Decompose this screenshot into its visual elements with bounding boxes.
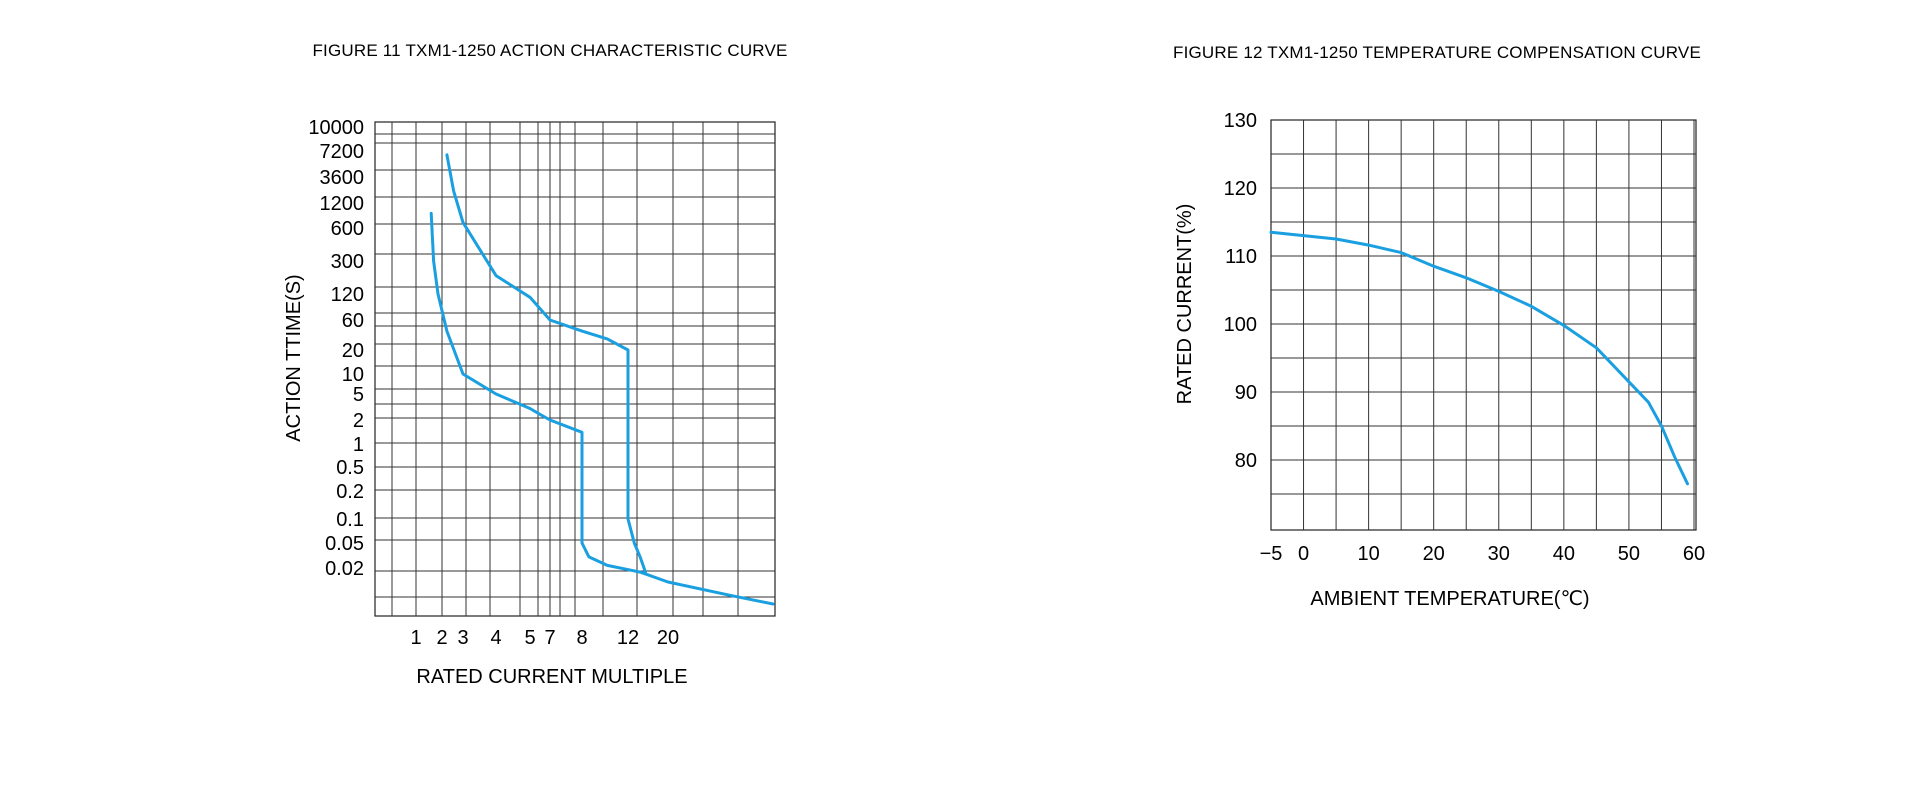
chart1-y-tick-label: 600 [331,218,364,240]
chart1-y-tick-label: 60 [342,310,364,332]
chart2-x-tick-label: −5 [1260,543,1283,565]
chart2-x-axis-label: AMBIENT TEMPERATURE(℃) [1310,588,1589,610]
chart1-x-tick-label: 2 [436,627,447,649]
chart2-x-tick-label: 40 [1553,543,1575,565]
chart2-series [1269,230,1689,486]
chart2-y-tick-label: 130 [1224,110,1257,132]
chart2-y-ticks: 130 120 110 100 90 80 [1224,110,1257,472]
chart1-y-tick-label: 5 [353,384,364,406]
chart1-x-tick-label: 8 [576,627,587,649]
chart2-grid [1270,119,1697,531]
chart2-plot-frame [1270,119,1697,531]
chart2-y-tick-label: 100 [1224,314,1257,336]
chart2-series-line-1 [1269,230,1689,486]
chart1-series-line-1 [429,211,775,606]
chart1-y-tick-label: 300 [331,251,364,273]
temperature-compensation-chart: FIGURE 12 TXM1-1250 TEMPERATURE COMPENSA… [1173,43,1705,610]
chart1-x-tick-label: 7 [544,627,555,649]
chart1-x-tick-label: 12 [617,627,639,649]
action-characteristic-chart: FIGURE 11 TXM1-1250 ACTION CHARACTERISTI… [283,41,787,688]
chart1-title: FIGURE 11 TXM1-1250 ACTION CHARACTERISTI… [312,41,787,60]
chart1-y-ticks: 100007200360012006003001206020105210.50.… [308,117,364,580]
chart1-y-tick-label: 0.5 [336,457,364,479]
chart1-x-tick-label: 20 [657,627,679,649]
chart2-y-tick-label: 110 [1225,246,1257,268]
chart1-x-tick-label: 4 [490,627,501,649]
chart1-series [429,153,775,606]
chart1-y-tick-label: 1200 [320,193,365,215]
chart1-x-tick-label: 3 [457,627,468,649]
chart2-x-ticks: −5 0 10 20 30 40 50 60 [1260,543,1706,565]
chart1-y-tick-label: 120 [331,284,364,306]
chart1-y-tick-label: 10 [342,364,364,386]
chart2-x-tick-label: 30 [1488,543,1510,565]
chart1-x-ticks: 1 2 3 4 5 7 8 12 20 [410,627,679,649]
chart1-x-tick-label: 5 [524,627,535,649]
chart1-series-line-2 [445,153,647,574]
chart2-y-tick-label: 80 [1235,450,1257,472]
chart1-grid [374,121,776,617]
chart1-y-tick-label: 0.1 [336,509,364,531]
chart2-x-tick-label: 50 [1618,543,1640,565]
chart1-x-axis-label: RATED CURRENT MULTIPLE [416,666,687,688]
chart2-title: FIGURE 12 TXM1-1250 TEMPERATURE COMPENSA… [1173,43,1701,62]
chart1-y-tick-label: 20 [342,340,364,362]
chart2-y-tick-label: 120 [1224,178,1257,200]
chart1-y-tick-label: 10000 [308,117,364,139]
chart1-y-tick-label: 0.2 [336,481,364,503]
chart2-x-tick-label: 10 [1357,543,1379,565]
chart2-x-tick-label: 0 [1298,543,1309,565]
chart1-y-tick-label: 7200 [320,141,365,163]
chart2-x-tick-label: 20 [1423,543,1445,565]
chart1-y-tick-label: 2 [353,410,364,432]
chart1-y-tick-label: 1 [353,434,364,456]
chart1-x-tick-label: 1 [410,627,421,649]
chart1-y-axis-label: ACTION TTIME(S) [283,274,305,441]
chart2-x-tick-label: 60 [1683,543,1705,565]
chart1-y-tick-label: 0.05 [325,533,364,555]
chart1-y-tick-label: 3600 [320,167,365,189]
chart1-y-tick-label: 0.02 [325,558,364,580]
chart2-y-axis-label: RATED CURRENT(%) [1174,204,1196,405]
chart2-y-tick-label: 90 [1235,382,1257,404]
